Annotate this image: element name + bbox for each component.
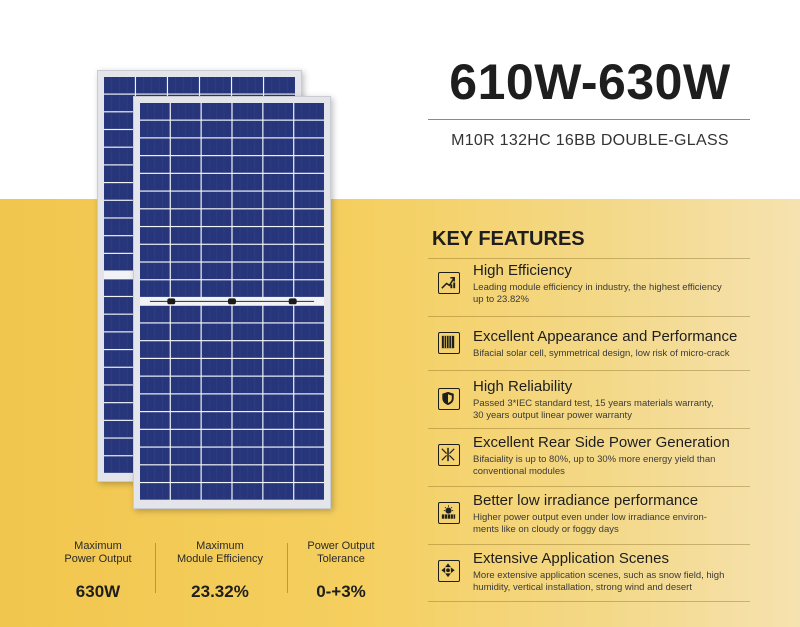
feature-description: Bifacial solar cell, symmetrical design,… — [473, 348, 730, 359]
divider — [428, 258, 750, 259]
stat-label: Maximum Power Output — [64, 540, 132, 565]
stat-value: 23.32% — [191, 582, 249, 601]
page-title: 610W-630W — [449, 54, 731, 110]
bifacial-rays-icon — [438, 444, 460, 466]
divider — [428, 370, 750, 371]
feature-title: High Reliability — [473, 378, 573, 395]
divider — [428, 428, 750, 429]
solar-cell-icon — [438, 332, 460, 354]
feature-title: Better low irradiance performance — [473, 492, 699, 509]
title-divider — [428, 119, 750, 120]
feature-description: Passed 3*IEC standard test, 15 years mat… — [473, 398, 714, 421]
shield-icon — [438, 388, 460, 410]
stat-divider — [155, 543, 156, 593]
stat-divider — [287, 543, 288, 593]
feature-description: Leading module efficiency in industry, t… — [473, 282, 722, 305]
stat-value: 630W — [75, 582, 121, 601]
feature-description: Higher power output even under low irrad… — [473, 512, 707, 535]
feature-title: High Efficiency — [473, 262, 572, 279]
stat-label: Maximum Module Efficiency — [176, 540, 263, 565]
divider — [428, 486, 750, 487]
divider — [428, 544, 750, 545]
efficiency-chart-icon — [438, 272, 460, 294]
key-features-heading: KEY FEATURES — [432, 228, 585, 250]
page-subtitle: M10R 132HC 16BB DOUBLE-GLASS — [451, 132, 729, 149]
solar-panel-front — [133, 96, 331, 509]
solar-panel-front-cells — [140, 103, 324, 500]
feature-title: Excellent Appearance and Performance — [473, 328, 738, 345]
feature-description: Bifaciality is up to 80%, up to 30% more… — [473, 454, 716, 477]
cloudy-sun-icon — [438, 502, 460, 524]
divider — [428, 601, 750, 602]
stat-label: Power Output Tolerance — [307, 540, 375, 565]
feature-title: Excellent Rear Side Power Generation — [473, 434, 730, 451]
stat-power-tolerance: Power Output Tolerance 0-+3% — [276, 540, 406, 602]
compass-arrows-icon — [438, 560, 460, 582]
stat-module-efficiency: Maximum Module Efficiency 23.32% — [155, 540, 285, 602]
feature-title: Extensive Application Scenes — [473, 550, 669, 567]
feature-description: More extensive application scenes, such … — [473, 570, 725, 593]
divider — [428, 316, 750, 317]
stat-value: 0-+3% — [316, 582, 366, 601]
stat-max-power: Maximum Power Output 630W — [33, 540, 163, 602]
